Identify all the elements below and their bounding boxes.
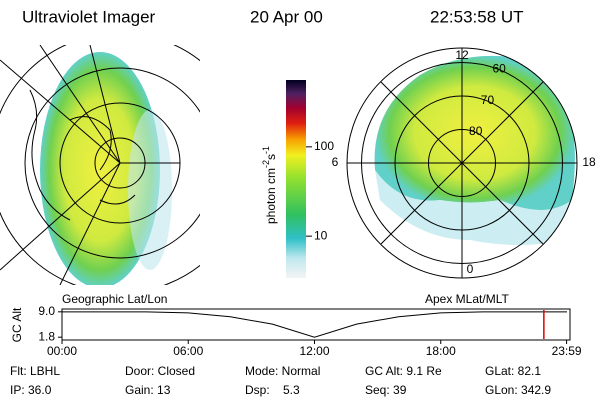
mlat-label: 60 — [492, 62, 506, 76]
mag-map — [374, 55, 575, 245]
right-map-label: Apex MLat/MLT — [425, 292, 509, 306]
colorbar-label: photon cm-2s-1 — [261, 146, 278, 224]
status-field: Dsp: 5.3 — [245, 383, 300, 397]
footer: Flt: LBHL Door: Closed Mode: Normal GC Alt:… — [10, 364, 551, 397]
tick-label: 10 — [314, 228, 328, 242]
date: 20 Apr 00 — [250, 7, 323, 26]
altitude-line — [62, 311, 567, 338]
aurora — [40, 52, 160, 285]
y-tick-label: 9.0 — [38, 304, 55, 318]
unit: photon cm — [264, 168, 278, 224]
status-field: Seq: 39 — [365, 383, 407, 397]
tick-label: 100 — [314, 139, 334, 153]
left-map-label: Geographic Lat/Lon — [62, 292, 167, 306]
colorbar — [286, 80, 306, 278]
polar-grid — [346, 47, 578, 279]
mlt-label: 18 — [582, 155, 596, 169]
time: 22:53:58 UT — [430, 7, 524, 26]
status-field: GLat: 82.1 — [485, 364, 541, 378]
title: Ultraviolet Imager — [22, 7, 156, 26]
x-tick-label: 00:00 — [47, 344, 77, 358]
colorbar-ticks: 10 100 — [306, 139, 334, 242]
plot: 9.0 1.800:00 06:00 12:00 18:00 23:59 — [38, 304, 582, 358]
y-tick-label: 1.8 — [38, 329, 55, 343]
status-field: Flt: LBHL — [10, 364, 60, 378]
geo-map — [0, 45, 200, 285]
plot-frame — [61, 308, 571, 341]
mlt-label: 0 — [467, 262, 474, 276]
aurora-edge — [128, 110, 172, 270]
mlat-label: 80 — [469, 124, 483, 138]
status-field: Mode: Normal — [245, 364, 320, 378]
mlt-label: 12 — [455, 48, 469, 62]
status-field: GC Alt: 9.1 Re — [365, 364, 442, 378]
status-field: Gain: 13 — [125, 383, 171, 397]
status-field: Door: Closed — [125, 364, 195, 378]
unit: s — [264, 154, 278, 160]
mlat-label: 70 — [481, 93, 495, 107]
status-field: IP: 36.0 — [10, 383, 52, 397]
x-tick-label: 23:59 — [552, 344, 582, 358]
exponent: -1 — [261, 146, 271, 154]
status-field: GLon: 342.9 — [485, 383, 551, 397]
x-tick-label: 06:00 — [173, 344, 203, 358]
x-tick-label: 12:00 — [299, 344, 329, 358]
x-tick-label: 18:00 — [426, 344, 456, 358]
exponent: -2 — [261, 160, 271, 168]
y-axis-label: GC Alt — [10, 307, 24, 342]
mlt-label: 6 — [332, 155, 339, 169]
